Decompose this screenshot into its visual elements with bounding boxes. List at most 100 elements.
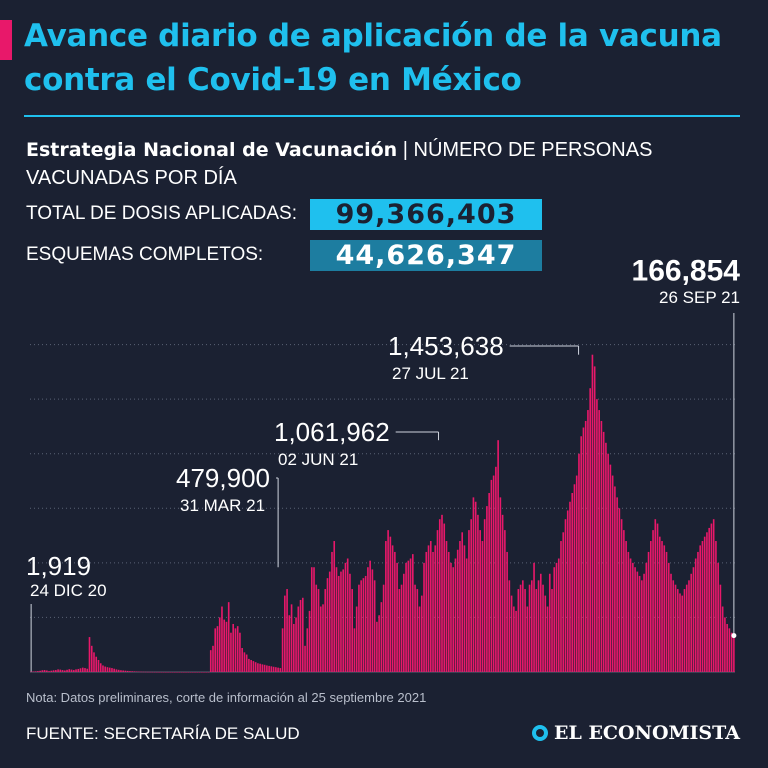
bar [474,501,477,672]
bar [481,541,484,672]
bar [281,628,284,672]
bar [499,497,502,672]
bar [548,573,551,672]
bar [562,532,565,672]
bar [304,645,306,672]
bar [286,589,288,672]
bar [344,562,347,672]
bar [569,501,571,672]
bar [364,575,367,672]
bar [618,508,621,672]
bar [135,671,138,672]
chart-subtitle: Estrategia Nacional de Vacunación | NÚME… [26,136,746,192]
bar [420,595,423,672]
bar [333,541,336,672]
bar [165,671,167,673]
bar [730,632,733,672]
bar [627,551,630,672]
bar [412,554,414,672]
bar [634,567,636,672]
bar [243,652,246,672]
bar [643,573,645,672]
bar [153,671,156,673]
bar [360,580,362,672]
bar [349,573,351,672]
bar [400,584,403,672]
bar [32,671,35,672]
bar [194,671,196,673]
bar [468,530,470,672]
bar [369,560,371,672]
bar [429,541,432,672]
bar [353,628,356,672]
bar [510,595,513,672]
bar [414,584,416,672]
bar [277,667,279,672]
bar [443,523,446,672]
bar [104,666,107,672]
page-title: Avance diario de aplicación de la vacuna… [24,18,722,98]
bar [654,519,657,672]
bar [593,366,596,672]
bar [407,560,410,672]
bar [37,671,39,672]
bar [425,551,428,672]
bar [97,659,100,672]
bar [649,541,652,672]
bar [272,666,275,672]
bar [656,523,659,672]
bar [68,669,71,672]
bar [275,667,277,672]
bar [625,541,627,672]
bar [652,530,654,672]
bar [423,562,425,672]
bar [385,541,387,672]
bar [389,536,392,672]
bar [279,668,282,672]
bar [519,584,522,672]
bar [191,671,194,673]
bar [697,551,699,672]
bar [378,615,380,672]
bar [133,671,136,672]
bar [239,632,241,672]
bar [438,519,441,672]
bar [77,668,80,672]
bar [418,606,421,672]
bar [144,671,147,673]
bar [712,519,715,672]
bar [324,589,327,672]
bar [57,669,59,672]
bar [95,656,98,672]
bar [488,493,490,672]
bar [694,558,697,672]
bar [367,567,369,672]
bar [61,670,64,672]
bar [515,610,517,672]
bar [447,551,450,672]
bar [452,567,455,672]
complete-schemes-value: 44,626,347 [310,240,542,271]
bar [596,399,598,672]
subtitle-measure: | NÚMERO DE PERSONAS VACUNADAS POR DÍA [26,139,653,189]
bar [416,589,419,672]
bar [728,628,731,672]
bar [679,593,681,672]
bar [441,514,443,672]
bar [717,562,719,672]
bar [706,532,708,672]
bar [129,671,131,672]
bar [315,584,318,672]
bar [582,427,585,672]
bar [665,551,668,672]
bar [108,667,111,672]
bar [169,671,172,673]
bar [450,562,452,672]
bar [182,671,185,673]
bar [63,670,66,672]
bar [587,410,589,672]
bar [167,671,169,673]
bar [575,475,578,672]
bar [120,670,122,672]
bar [486,506,488,672]
